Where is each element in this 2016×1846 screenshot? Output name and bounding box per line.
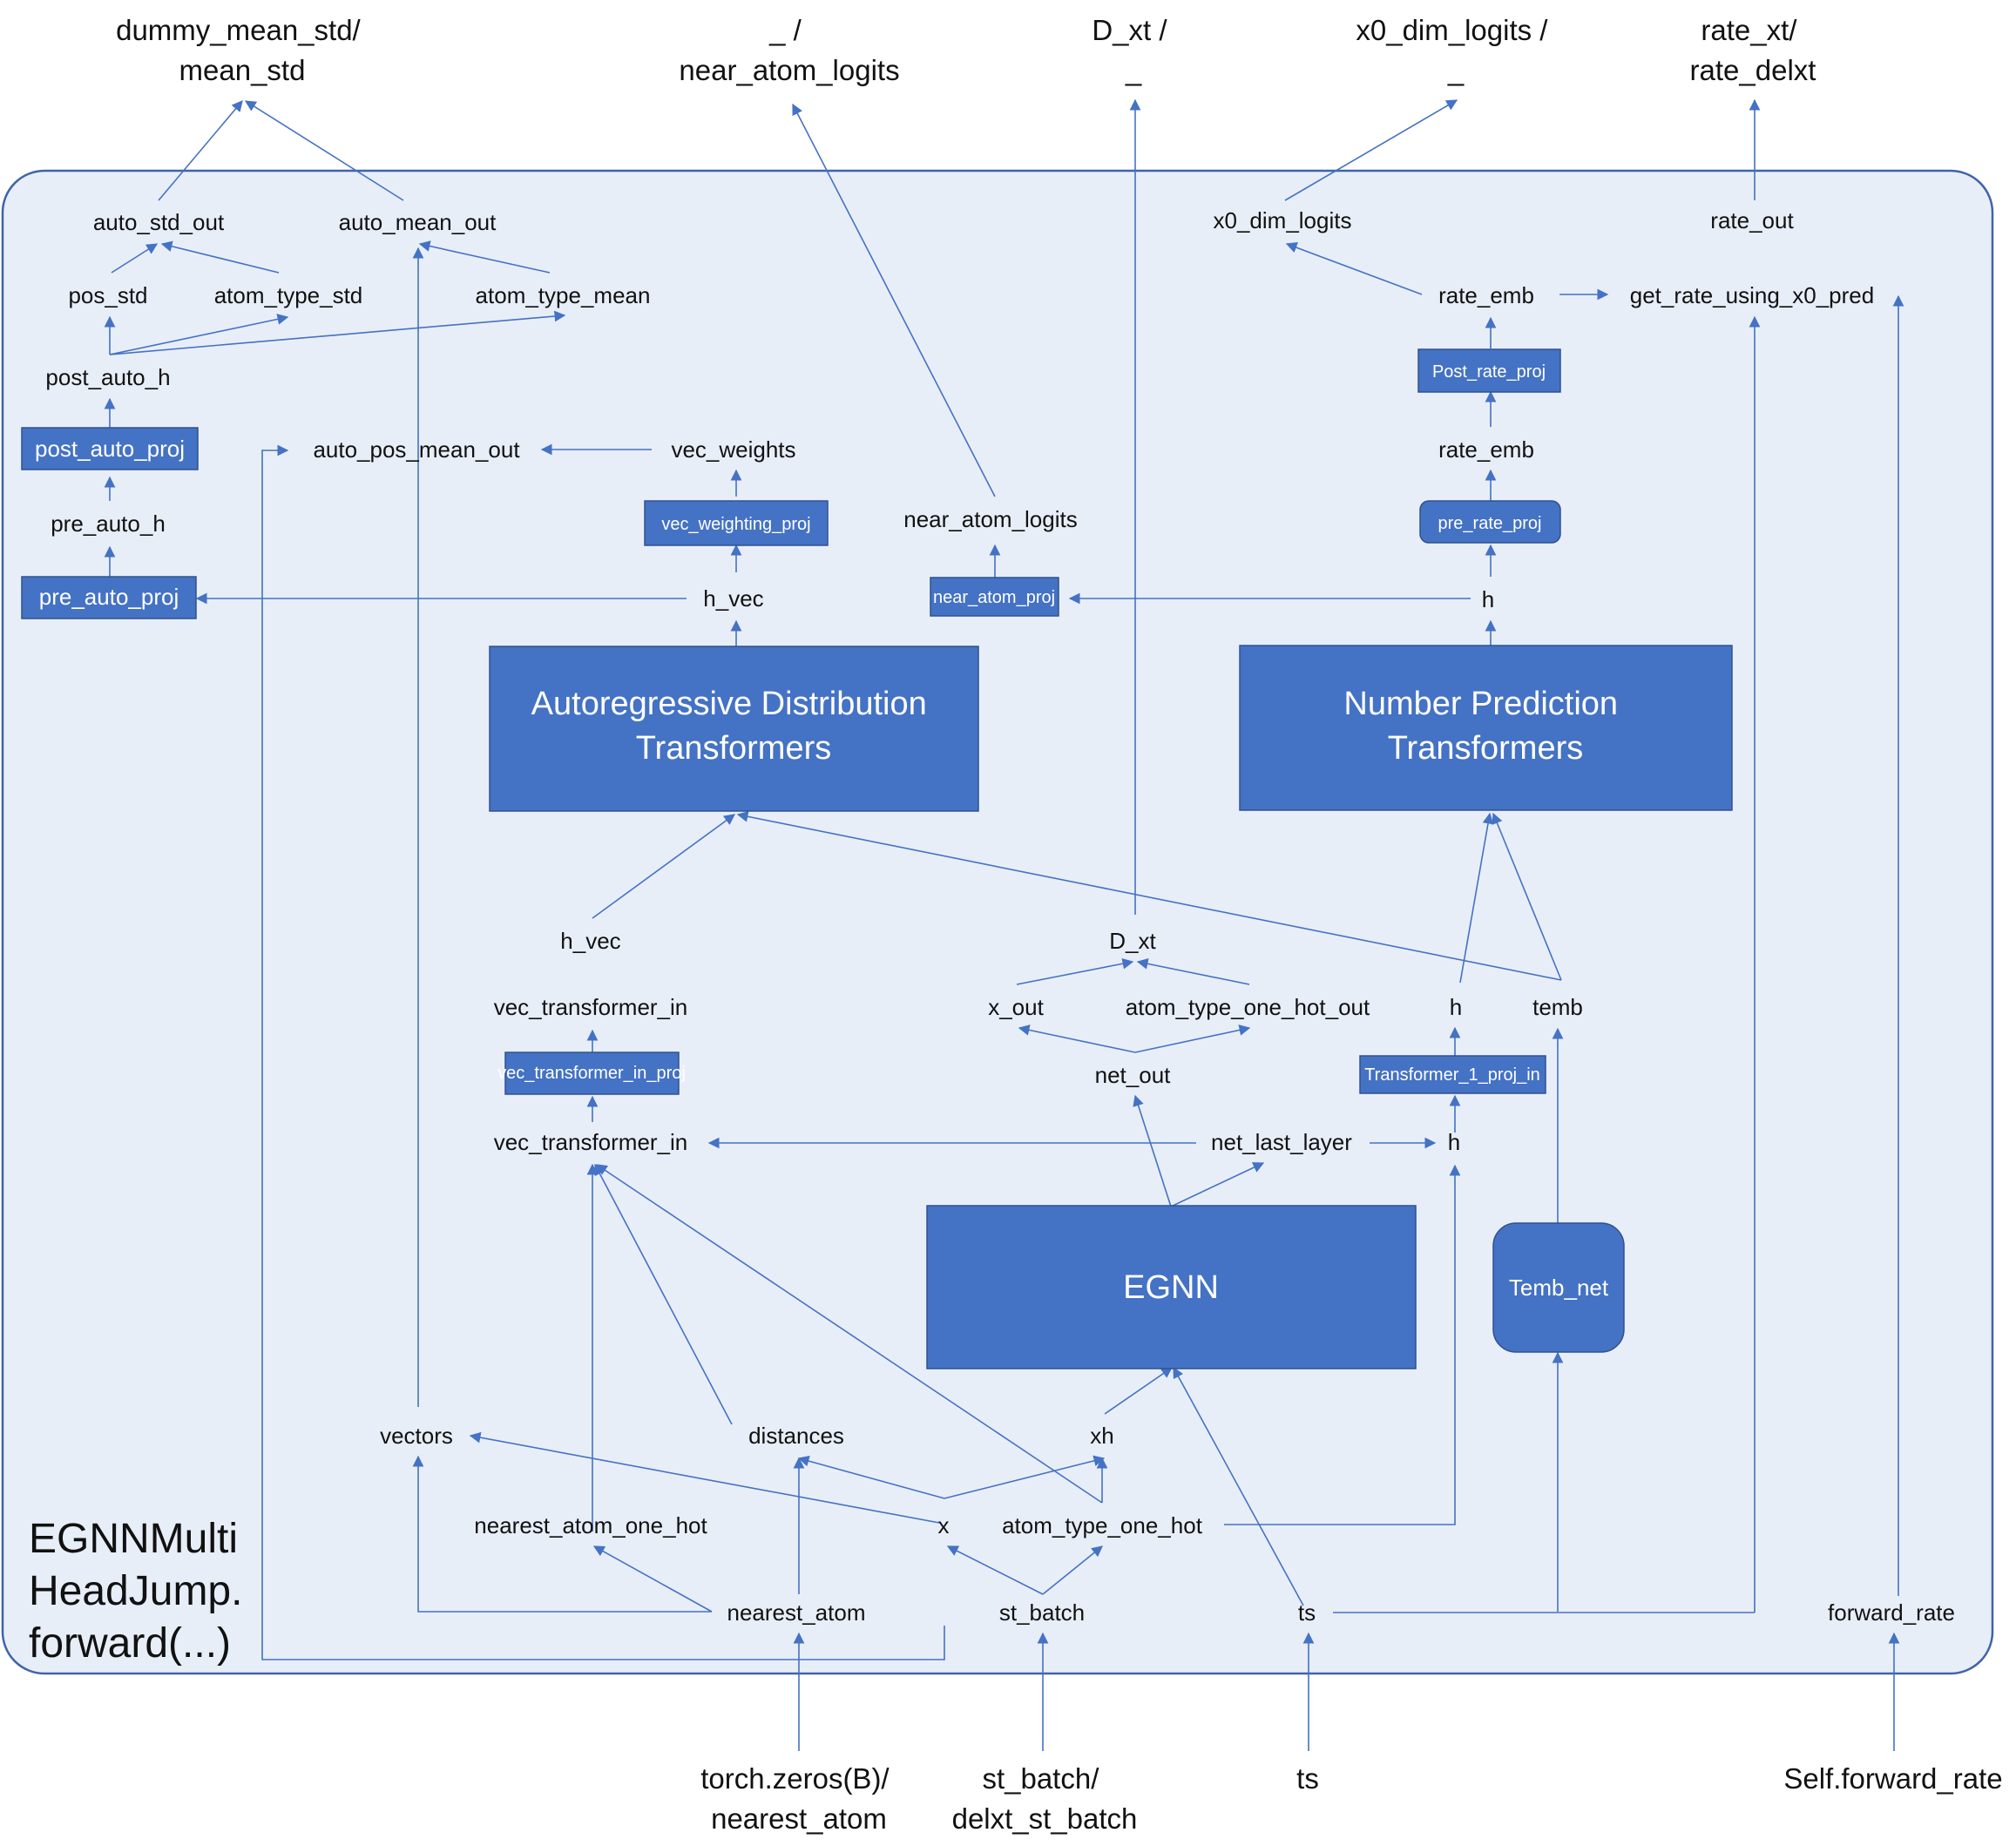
input-st-batch: st_batch/ delxt_st_batch	[952, 1762, 1138, 1835]
nearest-atom-one-hot-label: nearest_atom_one_hot	[474, 1512, 707, 1538]
vec-transformer-in-proj-block: vec_transformer_in_proj	[497, 1051, 686, 1095]
output-near-atom-logits: _ / near_atom_logits	[679, 14, 899, 86]
number-prediction-label-line-2: Transformers	[1388, 730, 1584, 767]
pre-auto-h-label: pre_auto_h	[51, 511, 166, 537]
h-top-label: h	[1482, 586, 1494, 612]
output-d-xt: D_xt / _	[1092, 14, 1174, 86]
near-atom-proj-label: near_atom_proj	[933, 588, 1055, 607]
atom-type-mean-label: atom_type_mean	[476, 282, 651, 308]
frame-title-line-1: EGNNMulti	[29, 1516, 238, 1562]
vec-weighting-proj-label: vec_weighting_proj	[661, 515, 810, 534]
egnn-block: EGNN	[926, 1205, 1417, 1369]
transformer-1-proj-in-block: Transformer_1_proj_in	[1359, 1055, 1546, 1094]
autoregressive-label-line-2: Transformers	[636, 730, 832, 767]
pos-std-label: pos_std	[68, 282, 147, 308]
pre-auto-proj-label: pre_auto_proj	[39, 584, 179, 610]
xh-label: xh	[1090, 1423, 1113, 1449]
forward-frame	[1, 169, 1994, 1675]
autoregressive-transformers-block: Autoregressive Distribution Transformers	[489, 646, 979, 812]
vec-transformer-in-top-label: vec_transformer_in	[494, 994, 688, 1020]
frame-title-line-3: forward(...)	[29, 1620, 231, 1667]
rate-emb-top-label: rate_emb	[1438, 282, 1534, 308]
output-mean-std: dummy_mean_std/ mean_std	[116, 14, 369, 86]
output-rate: rate_xt/ rate_delxt	[1690, 14, 1816, 86]
vec-weights-label: vec_weights	[671, 436, 795, 463]
vec-transformer-in-bottom-label: vec_transformer_in	[494, 1129, 688, 1155]
vectors-label: vectors	[380, 1423, 453, 1449]
vec-weighting-proj-block: vec_weighting_proj	[644, 500, 829, 546]
number-prediction-label-line-1: Number Prediction	[1343, 686, 1618, 722]
distances-label: distances	[748, 1423, 844, 1449]
temb-net-label: Temb_net	[1509, 1275, 1609, 1301]
auto-mean-out-label: auto_mean_out	[339, 209, 497, 235]
temb-net-block: Temb_net	[1492, 1222, 1625, 1353]
svg-text:Number Prediction Transf: Number Prediction Transformers	[1343, 686, 1627, 767]
near-atom-logits-label: near_atom_logits	[903, 506, 1077, 532]
atom-type-one-hot-label: atom_type_one_hot	[1002, 1512, 1203, 1538]
input-nearest-atom: torch.zeros(B)/ nearest_atom	[700, 1762, 897, 1835]
egnn-label: EGNN	[1123, 1269, 1219, 1306]
auto-std-out-label: auto_std_out	[93, 209, 225, 235]
x-label: x	[938, 1512, 950, 1538]
st-batch-label: st_batch	[999, 1599, 1085, 1626]
x0-dim-logits-label: x0_dim_logits	[1214, 207, 1352, 233]
external-outputs: dummy_mean_std/ mean_std _ / near_atom_l…	[116, 14, 1816, 86]
temb-label: temb	[1532, 994, 1583, 1020]
x-out-label: x_out	[988, 994, 1044, 1020]
post-auto-h-label: post_auto_h	[45, 364, 170, 390]
autoregressive-label-line-1: Autoregressive Distribution	[531, 686, 927, 722]
auto-pos-mean-out-label: auto_pos_mean_out	[313, 436, 520, 463]
near-atom-proj-block: near_atom_proj	[930, 577, 1059, 617]
d-xt-label: D_xt	[1109, 928, 1156, 954]
pre-auto-proj-block: pre_auto_proj	[21, 576, 197, 619]
h-low-label: h	[1448, 1129, 1460, 1155]
input-forward-rate: Self.forward_rate	[1783, 1762, 2002, 1795]
net-out-label: net_out	[1095, 1062, 1172, 1088]
input-ts: ts	[1296, 1762, 1319, 1795]
svg-text:Autoregressive Distribution: Autoregressive Distribution Transformers	[531, 686, 937, 767]
pre-rate-proj-block: pre_rate_proj	[1419, 500, 1561, 544]
h-vec-mid-label: h_vec	[560, 928, 620, 954]
output-x0-dim-logits: x0_dim_logits / _	[1356, 14, 1555, 86]
atom-type-std-label: atom_type_std	[214, 282, 363, 308]
post-rate-proj-block: Post_rate_proj	[1417, 348, 1561, 393]
nearest-atom-label: nearest_atom	[727, 1599, 866, 1626]
h-vec-top-label: h_vec	[703, 585, 763, 612]
frame-title: EGNNMulti HeadJump. forward(...)	[29, 1516, 254, 1667]
rate-out-label: rate_out	[1710, 207, 1794, 233]
forward-rate-label: forward_rate	[1828, 1599, 1955, 1626]
h-mid-label: h	[1450, 994, 1462, 1020]
post-auto-proj-block: post_auto_proj	[21, 427, 199, 470]
frame-title-line-2: HeadJump.	[29, 1568, 242, 1614]
transformer-1-proj-in-label: Transformer_1_proj_in	[1364, 1065, 1540, 1085]
connectors	[104, 98, 1904, 1751]
post-auto-proj-label: post_auto_proj	[35, 436, 185, 462]
ts-label: ts	[1298, 1599, 1316, 1626]
post-rate-proj-label: Post_rate_proj	[1432, 362, 1546, 382]
number-prediction-transformers-block: Number Prediction Transformers	[1239, 645, 1733, 811]
pre-rate-proj-label: pre_rate_proj	[1438, 514, 1542, 533]
rate-emb-mid-label: rate_emb	[1438, 436, 1534, 463]
atom-type-one-hot-out-label: atom_type_one_hot_out	[1126, 994, 1370, 1020]
vec-transformer-in-proj-label: vec_transformer_in_proj	[497, 1064, 686, 1083]
external-inputs: torch.zeros(B)/ nearest_atom st_batch/ d…	[700, 1762, 2002, 1835]
node-labels: auto_std_out auto_mean_out pos_std atom_…	[45, 207, 1955, 1626]
net-last-layer-label: net_last_layer	[1211, 1129, 1352, 1155]
get-rate-using-x0-pred-label: get_rate_using_x0_pred	[1630, 282, 1874, 308]
